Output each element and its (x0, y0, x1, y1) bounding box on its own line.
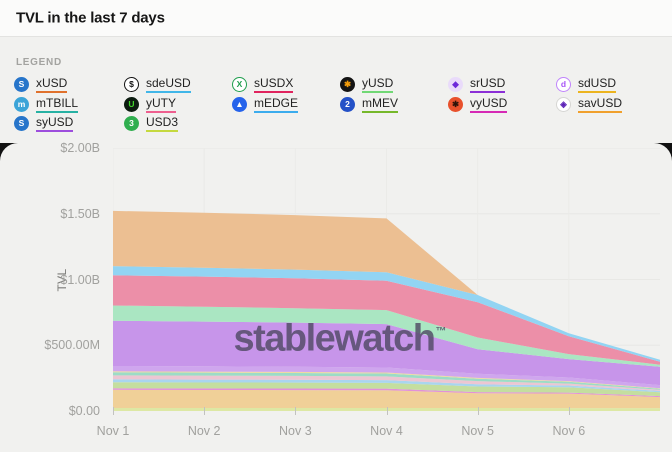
yuty-coin: U (124, 96, 139, 112)
savusd-coin: ◈ (556, 96, 571, 112)
legend-item-label: USD3 (146, 115, 179, 132)
legend-item-label: yUTY (146, 96, 176, 113)
stacked-area-chart[interactable] (113, 148, 660, 411)
xtick-label: Nov 5 (461, 424, 494, 438)
legend-column: $ sdeUSD U yUTY 3 USD3 (124, 76, 232, 135)
legend-item-srUSD[interactable]: ◆ srUSD (448, 76, 556, 96)
xtick-mark (477, 407, 479, 415)
syusd-coin: S (14, 116, 29, 131)
legend-item-label: sdeUSD (146, 76, 191, 93)
header-divider (0, 36, 672, 37)
ytick-label: $0.00 (68, 404, 100, 418)
legend-item-yUTY[interactable]: U yUTY (124, 96, 232, 116)
legend-item-label: xUSD (36, 76, 68, 93)
legend-item-label: yUSD (362, 76, 394, 93)
legend-item-yUSD[interactable]: ✱ yUSD (340, 76, 448, 96)
legend-grid: S xUSD m mTBILL S syUSD $ sdeUSD U yUTY … (14, 76, 664, 135)
legend-item-mTBILL[interactable]: m mTBILL (14, 96, 124, 116)
usd3-coin: 3 (124, 116, 139, 131)
area-sdeUSD (113, 266, 660, 362)
legend-item-label: mMEV (362, 96, 398, 113)
legend-item-label: vyUSD (470, 96, 508, 113)
legend-item-mMEV[interactable]: 2 mMEV (340, 96, 448, 116)
xtick-mark (295, 407, 297, 415)
chart-card: TVL stablewatch™ $0.00 $500.00M $1.00B $1.5… (0, 141, 672, 452)
area-yUSD (113, 305, 660, 367)
app-header: TVL in the last 7 days (0, 0, 672, 36)
page-title: TVL in the last 7 days (16, 9, 165, 27)
medge-coin: ▲ (232, 96, 247, 112)
xtick-label: Nov 3 (279, 424, 312, 438)
area-xUSD (113, 210, 660, 360)
ytick-label: $1.00B (60, 272, 100, 287)
area-vyUSD (113, 388, 660, 398)
legend-item-label: mEDGE (254, 96, 299, 113)
area-yUTY (113, 375, 660, 391)
legend-item-label: syUSD (36, 115, 74, 132)
yusd-coin: ✱ (340, 77, 355, 92)
area-mMEV (113, 382, 660, 397)
legend-column: ✱ yUSD 2 mMEV (340, 76, 448, 135)
area-syUSD (113, 366, 660, 389)
sdeusd-coin: $ (124, 77, 139, 92)
xtick-mark (386, 407, 388, 415)
xtick-mark (113, 407, 114, 415)
legend-item-savUSD[interactable]: ◈ savUSD (556, 96, 664, 116)
legend-item-syUSD[interactable]: S syUSD (14, 115, 124, 135)
xtick-label: Nov 6 (552, 424, 586, 438)
xtick-mark (568, 407, 570, 415)
legend-title: LEGEND (16, 57, 62, 68)
sdusd-coin: d (556, 77, 571, 92)
area-mTBILL (113, 372, 660, 390)
mtbill-coin: m (14, 96, 29, 112)
legend-item-xUSD[interactable]: S xUSD (14, 76, 124, 96)
legend-item-label: sdUSD (578, 76, 617, 93)
xtick-label: Nov 4 (370, 424, 403, 438)
ytick-label: $2.00B (60, 141, 100, 155)
xtick-label: Nov 2 (187, 424, 221, 438)
ytick-label: $1.50B (60, 206, 100, 221)
xtick-label: Nov 1 (96, 424, 130, 438)
legend-item-vyUSD[interactable]: ✱ vyUSD (448, 96, 556, 116)
legend-column: ◆ srUSD ✱ vyUSD (448, 76, 556, 135)
area-sUSDX (113, 275, 660, 365)
legend-item-USD3[interactable]: 3 USD3 (124, 115, 232, 135)
mmev-coin: 2 (340, 96, 355, 112)
legend-column: d sdUSD ◈ savUSD (556, 76, 664, 135)
legend-item-sdeUSD[interactable]: $ sdeUSD (124, 76, 232, 96)
legend-section: LEGEND S xUSD m mTBILL S syUSD $ sdeUSD … (0, 37, 672, 143)
legend-item-sdUSD[interactable]: d sdUSD (556, 76, 664, 96)
srusd-coin: ◆ (448, 77, 463, 92)
legend-item-mEDGE[interactable]: ▲ mEDGE (232, 96, 340, 116)
legend-item-sUSDX[interactable]: X sUSDX (232, 76, 340, 96)
area-mEDGE (113, 379, 660, 393)
susdx-coin: X (232, 77, 247, 92)
area-srUSD (113, 320, 660, 386)
area-savUSD (113, 389, 660, 409)
legend-column: X sUSDX ▲ mEDGE (232, 76, 340, 135)
legend-item-label: sUSDX (254, 76, 294, 93)
vyusd-coin: ✱ (448, 96, 463, 112)
legend-item-label: mTBILL (36, 96, 79, 113)
legend-column: S xUSD m mTBILL S syUSD (14, 76, 124, 135)
legend-item-label: savUSD (578, 96, 623, 113)
legend-item-label: srUSD (470, 76, 506, 93)
ytick-label: $500.00M (44, 338, 100, 353)
xtick-mark (204, 407, 206, 415)
xusd-coin: S (14, 77, 29, 92)
